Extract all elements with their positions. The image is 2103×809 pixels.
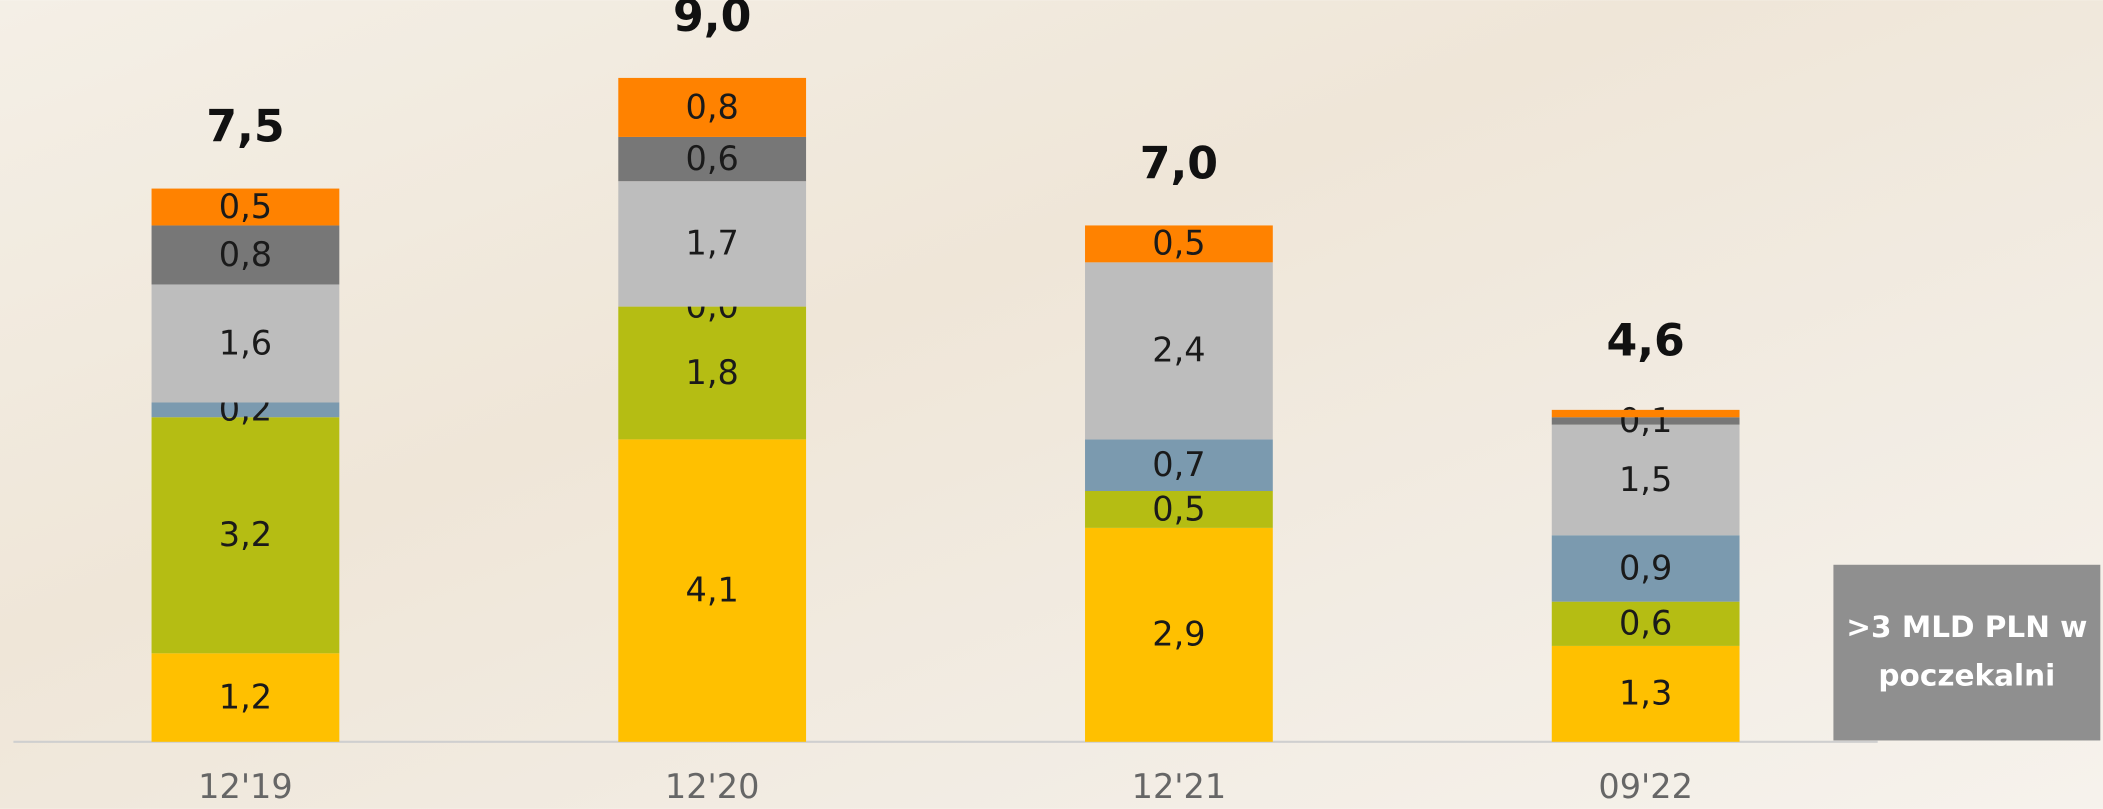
x-tick-label: 12'19	[198, 767, 293, 806]
x-tick-label: 12'20	[665, 767, 760, 806]
data-label: 0,8	[686, 87, 739, 126]
data-label: 1,8	[686, 353, 739, 392]
total-label: 4,6	[1606, 315, 1684, 366]
x-tick-label: 12'21	[1132, 767, 1227, 806]
data-label: 0,8	[219, 235, 272, 274]
page: {"chart_data": {"type": "stacked-bar", "…	[0, 0, 2103, 809]
bar-segment	[1552, 410, 1740, 417]
data-label: 0,9	[1619, 548, 1672, 587]
data-label: 0,5	[1152, 489, 1205, 528]
data-label: 0,5	[219, 187, 272, 226]
data-label: 2,4	[1152, 331, 1205, 370]
data-label: 4,1	[686, 570, 739, 609]
data-label: 0,7	[1152, 445, 1205, 484]
data-label: 0,5	[1152, 224, 1205, 263]
data-label: 1,6	[219, 323, 272, 362]
total-label: 7,5	[206, 102, 284, 153]
data-label: 0,6	[1619, 604, 1672, 643]
annotation: >3 MLD PLN w poczekalni	[1833, 565, 2100, 741]
total-label: 9,0	[673, 0, 751, 42]
annotation-wrap: >3 MLD PLN w poczekalni	[1833, 565, 2100, 741]
data-label: 1,7	[686, 224, 739, 263]
chart: >3 MLD PLN w poczekalni 1,23,20,21,60,80…	[0, 0, 2103, 809]
data-label: 1,3	[1619, 674, 1672, 713]
x-tick-label: 09'22	[1598, 767, 1693, 806]
data-label: 0,6	[686, 139, 739, 178]
data-label: 0,1	[1619, 401, 1672, 440]
data-label: 1,2	[219, 677, 272, 716]
data-label: 1,5	[1619, 460, 1672, 499]
data-label: 3,2	[219, 515, 272, 554]
total-label: 7,0	[1140, 138, 1218, 189]
data-label: 2,9	[1152, 615, 1205, 654]
